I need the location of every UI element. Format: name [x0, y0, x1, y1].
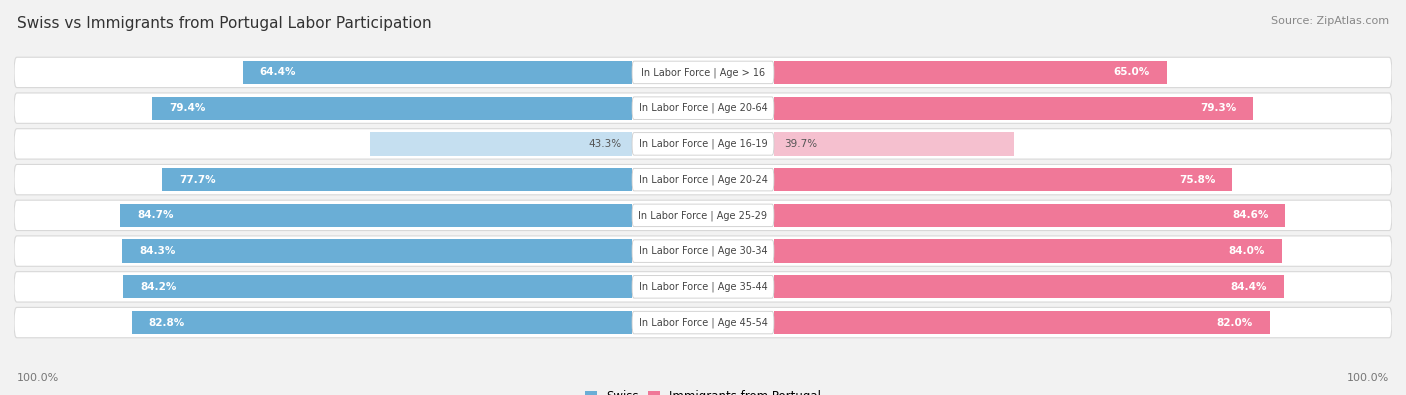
Bar — [773, 204, 1285, 227]
FancyBboxPatch shape — [14, 236, 1392, 266]
Text: 84.4%: 84.4% — [1230, 282, 1267, 292]
Text: In Labor Force | Age 25-29: In Labor Force | Age 25-29 — [638, 210, 768, 221]
Text: 84.2%: 84.2% — [141, 282, 176, 292]
Text: In Labor Force | Age 45-54: In Labor Force | Age 45-54 — [638, 317, 768, 328]
Text: 84.3%: 84.3% — [139, 246, 176, 256]
FancyBboxPatch shape — [14, 272, 1392, 302]
Bar — [773, 275, 1284, 299]
Text: 64.4%: 64.4% — [260, 68, 297, 77]
Bar — [120, 204, 633, 227]
Bar — [773, 168, 1232, 191]
Text: In Labor Force | Age 35-44: In Labor Force | Age 35-44 — [638, 282, 768, 292]
Bar — [243, 61, 633, 84]
FancyBboxPatch shape — [14, 129, 1392, 159]
Bar — [773, 239, 1282, 263]
FancyBboxPatch shape — [633, 276, 773, 298]
FancyBboxPatch shape — [633, 61, 773, 84]
Bar — [773, 311, 1270, 334]
FancyBboxPatch shape — [633, 311, 773, 334]
Legend: Swiss, Immigrants from Portugal: Swiss, Immigrants from Portugal — [581, 385, 825, 395]
Bar — [773, 132, 1014, 156]
Text: 75.8%: 75.8% — [1178, 175, 1215, 184]
FancyBboxPatch shape — [633, 240, 773, 262]
FancyBboxPatch shape — [14, 93, 1392, 123]
Text: 43.3%: 43.3% — [589, 139, 621, 149]
Bar — [152, 96, 633, 120]
Text: Source: ZipAtlas.com: Source: ZipAtlas.com — [1271, 16, 1389, 26]
Text: In Labor Force | Age 20-64: In Labor Force | Age 20-64 — [638, 103, 768, 113]
FancyBboxPatch shape — [633, 97, 773, 119]
Text: 100.0%: 100.0% — [17, 373, 59, 383]
Text: 79.4%: 79.4% — [169, 103, 205, 113]
Bar — [124, 275, 633, 299]
Text: 79.3%: 79.3% — [1201, 103, 1236, 113]
Text: In Labor Force | Age 20-24: In Labor Force | Age 20-24 — [638, 174, 768, 185]
Text: 82.0%: 82.0% — [1216, 318, 1253, 327]
Text: 77.7%: 77.7% — [179, 175, 217, 184]
FancyBboxPatch shape — [633, 204, 773, 227]
FancyBboxPatch shape — [14, 200, 1392, 231]
FancyBboxPatch shape — [14, 307, 1392, 338]
FancyBboxPatch shape — [633, 133, 773, 155]
Text: 84.0%: 84.0% — [1229, 246, 1265, 256]
Text: 82.8%: 82.8% — [149, 318, 184, 327]
Text: 39.7%: 39.7% — [785, 139, 817, 149]
Text: In Labor Force | Age > 16: In Labor Force | Age > 16 — [641, 67, 765, 78]
Text: Swiss vs Immigrants from Portugal Labor Participation: Swiss vs Immigrants from Portugal Labor … — [17, 16, 432, 31]
Text: In Labor Force | Age 16-19: In Labor Force | Age 16-19 — [638, 139, 768, 149]
Text: In Labor Force | Age 30-34: In Labor Force | Age 30-34 — [638, 246, 768, 256]
FancyBboxPatch shape — [14, 57, 1392, 88]
Bar — [773, 61, 1167, 84]
FancyBboxPatch shape — [14, 164, 1392, 195]
FancyBboxPatch shape — [633, 168, 773, 191]
Text: 100.0%: 100.0% — [1347, 373, 1389, 383]
Bar — [122, 239, 633, 263]
Bar — [773, 96, 1253, 120]
Bar — [132, 311, 633, 334]
Text: 84.6%: 84.6% — [1232, 211, 1268, 220]
Text: 65.0%: 65.0% — [1114, 68, 1150, 77]
Bar — [370, 132, 633, 156]
Text: 84.7%: 84.7% — [136, 211, 173, 220]
Bar — [162, 168, 633, 191]
